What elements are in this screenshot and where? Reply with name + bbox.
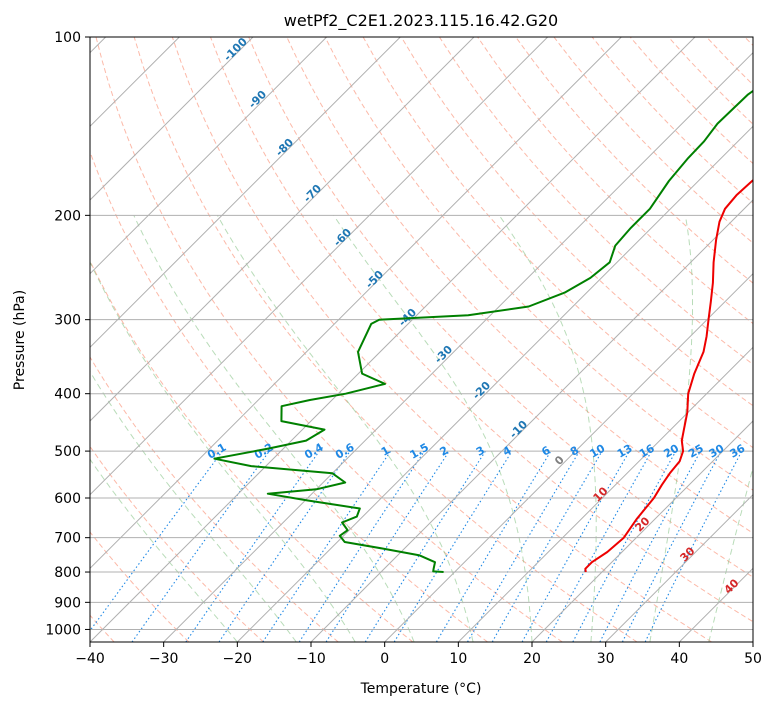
dewpoint-profile-line [213, 89, 753, 573]
isotherm-line [310, 199, 753, 642]
isotherm-line [90, 37, 549, 496]
x-axis-ticks: −40 −30 −20 −10 0 10 20 30 40 50 [75, 642, 762, 667]
mixing-ratio-line [393, 450, 513, 642]
isotherm-line [752, 641, 753, 642]
x-tick-label: 30 [597, 651, 615, 667]
dry-adiabat-line [95, 37, 563, 642]
y-tick-label: 100 [54, 30, 81, 46]
isotherm-line [531, 420, 753, 642]
profile-series [213, 89, 753, 573]
mixing-ratio-line [572, 450, 677, 642]
y-tick-label: 1000 [45, 622, 81, 638]
gridlines [90, 37, 753, 642]
background-lines [90, 37, 753, 642]
mixing-ratio-line [521, 450, 630, 642]
x-tick-label: −20 [223, 651, 253, 667]
isotherm-line [90, 37, 622, 570]
isotherm-line [90, 37, 696, 642]
mixing-ratio-line [545, 450, 653, 642]
dry-adiabat-line [210, 37, 753, 623]
dry-adiabat-line [90, 531, 190, 642]
isotherm-line [90, 37, 401, 349]
x-tick-label: 50 [744, 651, 762, 667]
y-tick-label: 200 [54, 208, 81, 224]
y-axis-ticks: 100 200 300 400 500 600 700 800 900 1000 [45, 30, 90, 638]
mixing-ratio-line [644, 450, 743, 642]
mixing-ratio-line [218, 450, 351, 642]
y-tick-label: 500 [54, 444, 81, 460]
isotherm-line [90, 37, 475, 422]
dry-adiabat-line [515, 37, 753, 284]
dry-adiabat-line [90, 150, 488, 642]
x-tick-label: 40 [670, 651, 688, 667]
y-tick-label: 900 [54, 595, 81, 611]
y-tick-label: 800 [54, 565, 81, 581]
x-axis-label: Temperature (°C) [360, 681, 482, 697]
isotherm-line [90, 37, 254, 201]
moist-adiabat-line [216, 215, 474, 642]
moist-adiabat-line [649, 215, 693, 642]
chart-title: wetPf2_C2E1.2023.115.16.42.G20 [284, 11, 558, 31]
dry-adiabat-line [171, 37, 712, 642]
y-tick-label: 300 [54, 313, 81, 329]
isotherm-line [384, 272, 753, 642]
isotherm-line [236, 125, 753, 642]
dry-adiabat-line [90, 445, 264, 642]
x-tick-label: −30 [149, 651, 179, 667]
mixing-ratio-line [90, 450, 223, 632]
dry-adiabat-line [248, 37, 753, 578]
isotherm-line [605, 493, 753, 642]
temperature-profile-line [584, 178, 753, 573]
mixing-ratio-line [185, 450, 320, 642]
isotherm-line [163, 51, 753, 642]
moist-adiabat-line [333, 215, 533, 642]
x-tick-label: 0 [380, 651, 389, 667]
x-tick-label: −40 [75, 651, 105, 667]
moist-adiabat-line [90, 370, 297, 642]
y-tick-label: 400 [54, 387, 81, 403]
mixing-ratio-line [131, 450, 270, 642]
y-tick-label: 600 [54, 491, 81, 507]
x-tick-label: −10 [296, 651, 326, 667]
moist-adiabat-line [133, 215, 415, 642]
mixing-ratio-line [298, 450, 425, 642]
moist-adiabat-line [90, 260, 356, 642]
x-tick-label: 20 [523, 651, 541, 667]
dry-adiabat-line [400, 37, 753, 407]
y-tick-label: 700 [54, 531, 81, 547]
mixing-ratio-line [262, 450, 392, 642]
isotherm-line [90, 37, 328, 275]
isotherm-line [457, 346, 753, 642]
dry-adiabat-line [133, 37, 638, 642]
plot-background [90, 37, 753, 642]
moist-adiabat-line [90, 458, 238, 642]
dry-adiabat-line [90, 356, 339, 642]
dry-adiabat-line [324, 37, 753, 491]
dry-adiabat-line [438, 37, 753, 366]
plot-frame [89, 36, 754, 643]
y-axis-label: Pressure (hPa) [12, 290, 28, 390]
mixing-ratio-line [325, 450, 450, 642]
x-tick-label: 10 [449, 651, 467, 667]
